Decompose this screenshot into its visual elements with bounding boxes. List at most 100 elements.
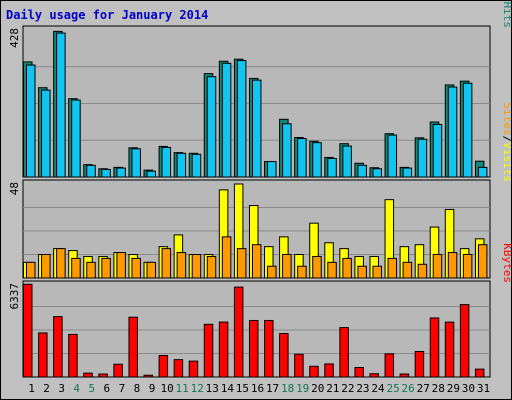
bar-files-day-31 [477, 166, 488, 178]
bar-kbytes-day-23 [354, 367, 364, 378]
x-tick-label: 30 [462, 382, 475, 395]
y-max-label: 428 [8, 28, 21, 48]
x-tick-label: 8 [134, 382, 141, 395]
bar-kbytes-day-30 [459, 304, 470, 378]
bar-files-day-16 [251, 79, 262, 178]
bar-kbytes-day-16 [248, 319, 259, 378]
bar-sites-day-19 [297, 265, 307, 279]
bar-files-day-17 [267, 161, 277, 178]
bar-files-day-4 [71, 99, 81, 178]
bar-files-day-5 [86, 164, 96, 178]
bar-sites-day-4 [71, 257, 81, 279]
bar-kbytes-day-20 [309, 365, 319, 378]
bar-files-day-27 [417, 138, 428, 178]
bar-kbytes-day-15 [233, 286, 244, 378]
x-tick-label: 5 [88, 382, 95, 395]
bar-files-day-2 [41, 89, 51, 178]
bar-sites-day-15 [236, 248, 247, 279]
bar-kbytes-day-8 [128, 316, 138, 378]
bar-files-day-14 [221, 62, 232, 178]
bar-kbytes-day-11 [173, 359, 184, 378]
bar-sites-day-17 [267, 265, 277, 279]
bar-files-day-1 [26, 64, 36, 178]
bar-files-day-25 [387, 134, 398, 178]
bar-kbytes-day-27 [414, 350, 425, 378]
x-tick-label: 28 [432, 382, 445, 395]
panel-kbytes: 6337 KBytes [8, 243, 512, 378]
x-tick-label: 11 [176, 382, 189, 395]
legend: KBytes [501, 243, 512, 283]
bar-kbytes-day-21 [324, 363, 334, 378]
bar-kbytes-day-2 [38, 332, 48, 378]
bar-kbytes-day-22 [339, 327, 349, 378]
bar-sites-day-7 [116, 252, 126, 279]
bar-sites-day-6 [101, 257, 111, 279]
bar-sites-day-12 [191, 254, 202, 279]
x-tick-label: 24 [371, 382, 385, 395]
x-tick-label: 17 [266, 382, 279, 395]
bar-kbytes-day-29 [444, 321, 455, 378]
bar-files-day-29 [447, 86, 458, 178]
x-tick-label: 20 [311, 382, 324, 395]
x-tick-label: 4 [73, 382, 80, 395]
bar-sites-day-18 [282, 254, 292, 279]
bar-files-day-8 [131, 148, 141, 178]
bar-kbytes-day-4 [68, 333, 78, 378]
x-tick-label: 6 [104, 382, 111, 395]
bar-files-day-26 [402, 167, 413, 178]
panel-hits-files-pages: 428 Pages/Files/Hits [8, 0, 512, 178]
y-max-label: 48 [8, 182, 21, 195]
bar-files-day-20 [312, 142, 322, 178]
bar-kbytes-day-1 [23, 283, 33, 378]
legend-entry: / [501, 136, 512, 143]
bar-sites-day-24 [372, 265, 382, 279]
bar-files-day-9 [146, 170, 157, 178]
x-tick-label: 29 [447, 382, 460, 395]
bar-files-day-11 [176, 152, 187, 178]
bar-sites-day-3 [56, 248, 66, 279]
bar-kbytes-day-14 [218, 321, 229, 378]
bar-sites-day-26 [402, 261, 413, 279]
bar-files-day-7 [116, 167, 126, 178]
bar-kbytes-day-24 [369, 373, 379, 378]
legend-entry: Visits [501, 142, 512, 182]
x-tick-label: 21 [326, 382, 339, 395]
bar-kbytes-day-10 [158, 354, 169, 378]
legend-entry: Hits [501, 2, 512, 29]
x-tick-label: 10 [160, 382, 173, 395]
x-tick-label: 31 [477, 382, 490, 395]
bar-kbytes-day-19 [294, 353, 304, 378]
bar-sites-day-9 [146, 261, 157, 279]
bar-kbytes-day-26 [399, 373, 410, 378]
x-tick-label: 12 [191, 382, 204, 395]
bar-kbytes-day-25 [384, 353, 395, 378]
bar-sites-day-25 [387, 257, 398, 279]
bar-kbytes-day-3 [53, 316, 63, 378]
legend-entry: KBytes [501, 243, 512, 283]
bar-sites-day-23 [357, 265, 367, 279]
x-tick-label: 15 [236, 382, 249, 395]
bar-files-day-23 [357, 164, 367, 178]
bar-files-day-21 [327, 157, 337, 178]
bar-files-day-19 [297, 138, 307, 178]
x-tick-label: 16 [251, 382, 264, 395]
bar-files-day-13 [206, 76, 217, 178]
bar-files-day-10 [161, 146, 172, 178]
x-tick-label: 3 [58, 382, 65, 395]
y-max-label: 6337 [8, 283, 21, 310]
x-tick-label: 1 [28, 382, 35, 395]
chart-title: Daily usage for January 2014 [6, 8, 208, 22]
bar-sites-day-22 [342, 257, 352, 279]
bar-sites-day-27 [417, 263, 428, 279]
bar-files-day-3 [56, 32, 66, 178]
bar-sites-day-30 [462, 254, 473, 279]
bar-kbytes-day-6 [98, 373, 108, 378]
bar-files-day-24 [372, 168, 382, 178]
bar-files-day-6 [101, 168, 111, 178]
bar-kbytes-day-12 [188, 360, 199, 378]
bar-kbytes-day-5 [83, 372, 93, 378]
x-tick-label: 25 [386, 382, 399, 395]
bar-files-day-22 [342, 145, 352, 178]
bar-kbytes-day-13 [203, 323, 214, 378]
